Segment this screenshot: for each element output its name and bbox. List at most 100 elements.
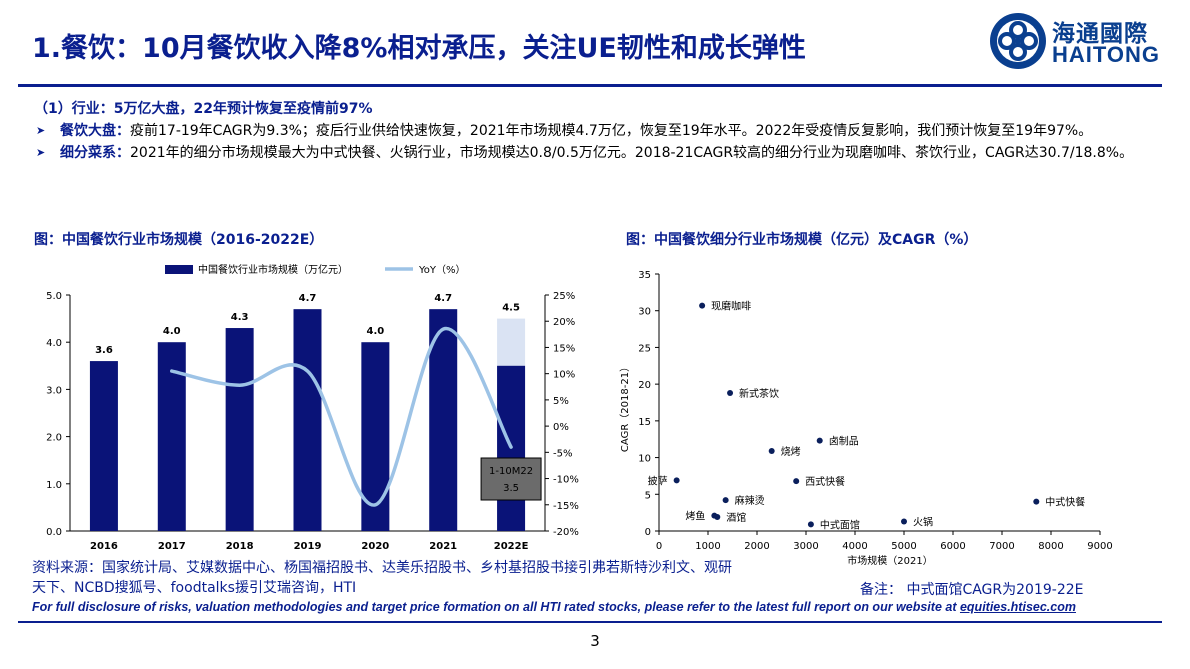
bar-data-label: 4.7 (434, 293, 452, 304)
left-tick-label: 1.0 (46, 480, 62, 491)
market-size-bar-line-chart: 0.0 1.0 2.0 3.0 4.0 5.0 -20% -15% -10% -5% 0% 5% 10%… (46, 263, 579, 552)
bar-data-label: 4.7 (299, 293, 317, 304)
scatter-point (793, 478, 800, 485)
summary-section: （1）行业：5万亿大盘，22年预计恢复至疫情前97% ➤ 餐饮大盘：疫前17-1… (30, 98, 1150, 164)
x-tick-label: 7000 (989, 541, 1014, 552)
scatter-point (816, 437, 823, 444)
right-tick-label: 0% (553, 422, 569, 433)
right-tick-label: 15% (553, 343, 575, 354)
x-tick-label: 2020 (361, 541, 389, 552)
scatter-point-label: 现磨咖啡 (711, 301, 751, 313)
right-tick-label: 5% (553, 396, 569, 407)
source-text: 资料来源：国家统计局、艾媒数据中心、杨国福招股书、达美乐招股书、乡村基招股书接引… (32, 560, 732, 596)
right-tick-label: 25% (553, 291, 575, 302)
left-tick-label: 3.0 (46, 385, 62, 396)
segment-scatter-chart: 0 5 10 15 20 25 30 35 0 1000 2000 3000 4000 5000 6000 7… (619, 270, 1113, 567)
logo-english-text: HAITONG (1052, 42, 1161, 67)
y-tick-label: 10 (638, 454, 651, 465)
bar-data-label: 4.0 (163, 326, 181, 337)
callout-label: 1-10M22 (489, 466, 533, 477)
right-tick-label: -10% (553, 475, 579, 486)
right-tick-label: -15% (553, 501, 579, 512)
scatter-point (768, 447, 775, 454)
left-tick-label: 2.0 (46, 433, 62, 444)
legend-bar-swatch (165, 265, 193, 274)
y-tick-label: 0 (645, 527, 651, 538)
scatter-point-label: 披萨 (648, 474, 668, 487)
bar-data-label: 4.5 (502, 303, 520, 314)
bullet-segments: ➤ 细分菜系：2021年的细分市场规模最大为中式快餐、火锅行业，市场规模达0.8… (30, 142, 1150, 164)
left-tick-label: 0.0 (46, 527, 62, 538)
figure2-title: 图：中国餐饮细分行业市场规模（亿元）及CAGR（%） (626, 232, 978, 248)
scatter-point (901, 518, 907, 525)
x-tick-label: 4000 (842, 541, 867, 552)
scatter-point-label: 中式面馆 (820, 518, 860, 531)
x-tick-label: 2017 (158, 541, 186, 552)
scatter-point (807, 521, 814, 528)
y-tick-label: 30 (638, 307, 651, 318)
x-tick-label: 2019 (294, 541, 322, 552)
y-axis-label: CAGR（2018-21） (619, 362, 631, 452)
y-tick-label: 15 (638, 417, 651, 428)
arrow-bullet-icon: ➤ (36, 146, 46, 159)
scatter-point-label: 卤制品 (829, 435, 859, 448)
scatter-point-label: 火锅 (913, 516, 933, 528)
website-link[interactable]: equities.htisec.com (959, 600, 1076, 614)
bullet-text: 疫前17-19年CAGR为9.3%；疫后行业供给快速恢复，2021年市场规模4.… (130, 123, 1093, 139)
haitong-emblem-icon (990, 13, 1046, 69)
x-tick-label: 6000 (940, 541, 965, 552)
x-tick-label: 2022E (494, 541, 529, 552)
yoy-line (170, 327, 513, 507)
x-tick-label: 9000 (1087, 541, 1112, 552)
x-tick-label: 2018 (226, 541, 254, 552)
bar-data-label: 4.0 (366, 326, 384, 337)
y-tick-label: 5 (645, 490, 651, 501)
x-tick-label: 3000 (793, 541, 818, 552)
figure1-title: 图：中国餐饮行业市场规模（2016-2022E） (34, 232, 324, 248)
bullet-text: 2021年的细分市场规模最大为中式快餐、火锅行业，市场规模达0.8/0.5万亿元… (130, 145, 1134, 161)
x-tick-label: 2021 (429, 541, 457, 552)
section-heading: （1）行业：5万亿大盘，22年预计恢复至疫情前97% (34, 101, 373, 117)
x-tick-label: 2000 (744, 541, 769, 552)
y-tick-label: 25 (638, 343, 651, 354)
scatter-point-label: 麻辣烫 (735, 494, 765, 507)
scatter-point (722, 497, 729, 504)
bullet-lead: 细分菜系： (60, 145, 130, 161)
scatter-point-label: 酒馆 (726, 511, 746, 524)
bar-2019 (293, 309, 322, 531)
logo-chinese-text: 海通國際 (1052, 21, 1148, 47)
bar-2021 (429, 309, 458, 531)
scatter-point (673, 477, 680, 484)
x-axis-label: 市场规模（2021） (847, 554, 932, 567)
y-tick-label: 20 (638, 380, 651, 391)
right-tick-label: 10% (553, 370, 575, 381)
bullet-market-size: ➤ 餐饮大盘：疫前17-19年CAGR为9.3%；疫后行业供给快速恢复，2021… (30, 120, 1150, 142)
disclosure-text: For full disclosure of risks, valuation … (32, 600, 1076, 614)
scatter-point-label: 西式快餐 (805, 475, 845, 488)
left-tick-label: 5.0 (46, 291, 62, 302)
scatter-point-label: 中式快餐 (1045, 496, 1085, 509)
left-tick-label: 4.0 (46, 338, 62, 349)
disclosure-body: For full disclosure of risks, valuation … (32, 600, 960, 614)
scatter-point (1033, 498, 1040, 505)
scatter-point (714, 514, 721, 521)
x-tick-label: 1000 (695, 541, 720, 552)
right-tick-label: -5% (553, 448, 572, 459)
company-logo: 海通國際 HAITONG (988, 8, 1168, 74)
header-divider (18, 84, 1162, 87)
bar-data-label: 3.6 (95, 345, 113, 356)
x-tick-label: 8000 (1038, 541, 1063, 552)
legend-bar-label: 中国餐饮行业市场规模（万亿元） (198, 263, 348, 276)
scatter-point (699, 302, 706, 309)
legend-line-label: YoY（%） (418, 264, 466, 276)
callout-value: 3.5 (503, 483, 519, 494)
scatter-point-label: 烤鱼 (685, 510, 705, 523)
footer-divider (18, 621, 1162, 623)
bullet-lead: 餐饮大盘： (60, 123, 130, 139)
x-tick-label: 5000 (891, 541, 916, 552)
bar-data-label: 4.3 (231, 312, 249, 323)
scatter-point-label: 烧烤 (781, 445, 801, 458)
chart-note: 备注： 中式面馆CAGR为2019-22E (860, 582, 1084, 598)
bar-2016 (89, 361, 118, 531)
x-tick-label: 0 (656, 541, 662, 552)
